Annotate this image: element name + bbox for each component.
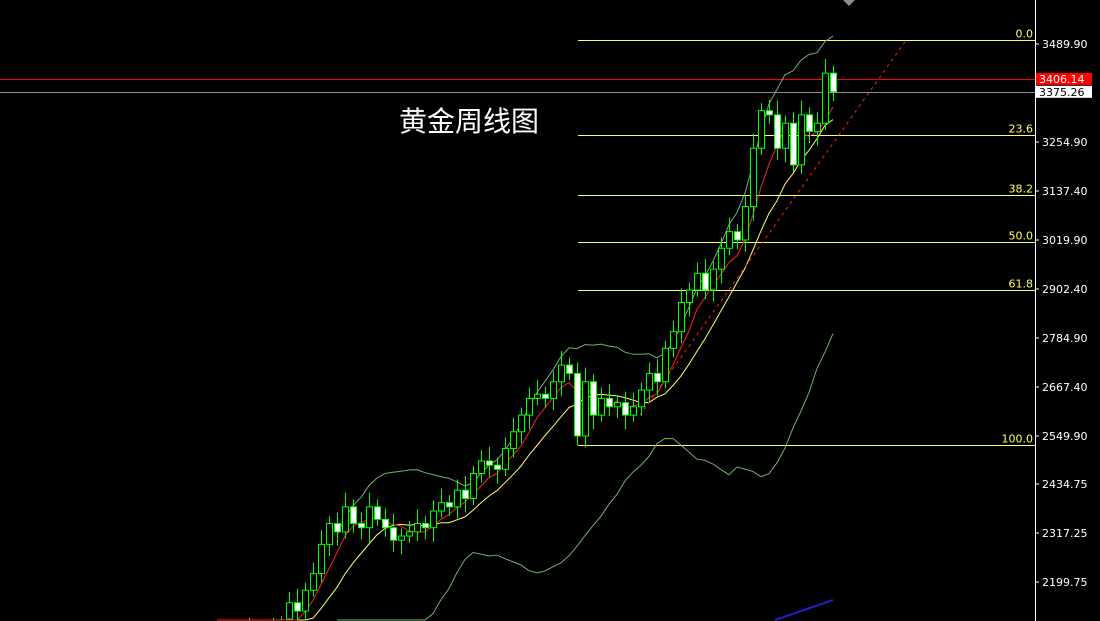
bullish-candle: [414, 523, 421, 533]
bullish-candle: [478, 460, 485, 474]
axis-tick-label: 3489.90: [1042, 38, 1088, 51]
bullish-candle: [582, 381, 589, 437]
bullish-candle: [670, 331, 677, 349]
bullish-candle: [758, 110, 765, 149]
fib-label: 61.8: [1009, 278, 1034, 291]
bearish-candle: [390, 527, 397, 541]
bearish-candle: [542, 393, 549, 399]
bullish-candle: [518, 414, 525, 433]
bullish-candle: [558, 364, 565, 383]
bearish-candle: [446, 502, 453, 508]
bearish-candle: [382, 518, 389, 529]
bearish-candle: [590, 381, 597, 416]
bearish-candle: [654, 372, 661, 383]
axis-tick-label: 2317.25: [1042, 527, 1088, 540]
bullish-candle: [638, 389, 645, 408]
bearish-candle: [566, 364, 573, 374]
bullish-candle: [686, 289, 693, 304]
bearish-candle: [374, 506, 381, 520]
bullish-candle: [526, 397, 533, 416]
axis-tick-label: 2199.75: [1042, 576, 1088, 589]
price-tag-label: 3406.14: [1039, 73, 1085, 86]
bullish-candle: [598, 397, 605, 416]
bullish-candle: [630, 406, 637, 416]
axis-tick-label: 2902.40: [1042, 283, 1088, 296]
bearish-candle: [494, 464, 501, 470]
bearish-candle: [462, 489, 469, 500]
bullish-candle: [798, 114, 805, 166]
bullish-candle: [342, 506, 349, 533]
axis-tick-label: 2549.90: [1042, 430, 1088, 443]
bullish-candle: [406, 531, 413, 537]
bearish-candle: [574, 372, 581, 437]
bearish-candle: [622, 402, 629, 416]
fib-label: 38.2: [1009, 183, 1034, 196]
bullish-candle: [646, 372, 653, 391]
bullish-candle: [310, 573, 317, 591]
chart-title: 黄金周线图: [399, 105, 540, 138]
bollinger-lower: [337, 333, 834, 621]
bullish-candle: [742, 206, 749, 241]
axis-tick-label: 3254.90: [1042, 136, 1088, 149]
bullish-candle: [326, 523, 333, 545]
bullish-candle: [814, 122, 821, 133]
ma-fast-line: [217, 106, 834, 621]
bullish-candle: [470, 472, 477, 500]
bullish-candle: [502, 447, 509, 470]
price-axis-bg: [1035, 0, 1100, 621]
bullish-candle: [782, 122, 789, 149]
bullish-candle: [718, 247, 725, 270]
bullish-candle: [822, 72, 829, 124]
price-tag: [1036, 72, 1092, 85]
bearish-candle: [734, 231, 741, 241]
fib-label: 0.0: [1016, 28, 1034, 41]
bearish-candle: [790, 122, 797, 166]
bullish-candle: [662, 347, 669, 383]
bearish-candle: [350, 506, 357, 525]
bullish-candle: [438, 502, 445, 512]
bullish-candle: [286, 602, 293, 620]
bullish-candle: [550, 381, 557, 399]
bearish-candle: [334, 523, 341, 533]
bullish-candle: [750, 147, 757, 208]
bullish-candle: [302, 589, 309, 612]
bearish-candle: [358, 523, 365, 529]
bullish-candle: [398, 535, 405, 541]
price-tag-label: 3375.26: [1039, 86, 1085, 99]
bullish-candle: [710, 268, 717, 291]
bullish-candle: [318, 543, 325, 575]
scroll-marker-icon: [843, 0, 855, 6]
bearish-candle: [606, 397, 613, 408]
blue-indicator-line: [774, 599, 834, 621]
bullish-candle: [366, 506, 373, 529]
bullish-candle: [726, 231, 733, 249]
bearish-candle: [486, 460, 493, 466]
fib-label: 100.0: [1002, 433, 1034, 446]
bearish-candle: [294, 602, 301, 612]
bearish-candle: [830, 72, 837, 93]
axis-tick-label: 3019.90: [1042, 234, 1088, 247]
bearish-candle: [806, 114, 813, 133]
bearish-candle: [702, 272, 709, 291]
bearish-candle: [774, 114, 781, 149]
axis-tick-label: 2434.75: [1042, 478, 1088, 491]
bullish-candle: [510, 431, 517, 449]
bullish-candle: [454, 489, 461, 508]
axis-tick-label: 3137.40: [1042, 185, 1088, 198]
axis-tick-label: 2784.90: [1042, 332, 1088, 345]
bullish-candle: [614, 402, 621, 408]
bullish-candle: [694, 272, 701, 291]
bullish-candle: [678, 302, 685, 333]
price-tag: [1036, 85, 1092, 98]
bearish-candle: [766, 110, 773, 116]
fib-label: 50.0: [1009, 230, 1034, 243]
bearish-candle: [422, 523, 429, 529]
bullish-candle: [534, 393, 541, 399]
fib-label: 23.6: [1009, 123, 1034, 136]
ma-slow-line: [257, 119, 834, 621]
axis-tick-label: 2667.40: [1042, 381, 1088, 394]
bullish-candle: [430, 510, 437, 529]
